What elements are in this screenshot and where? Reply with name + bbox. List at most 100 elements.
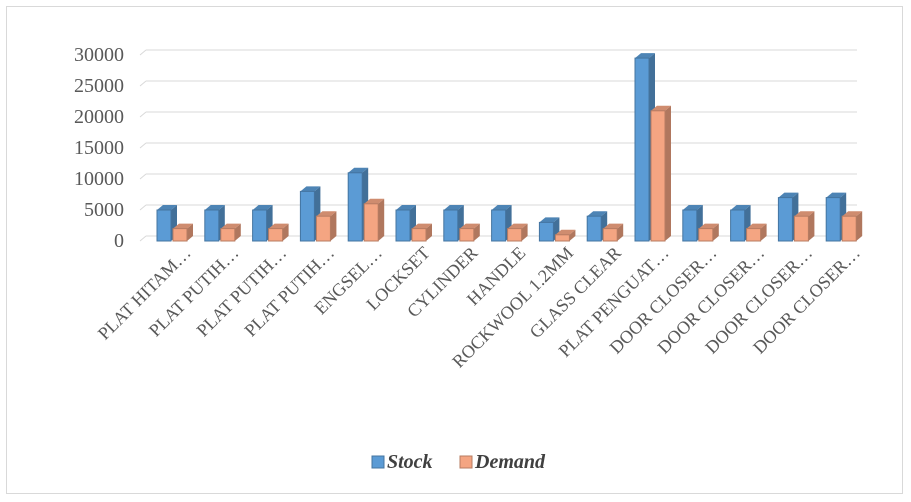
bar-top [730,205,751,210]
bar-front [698,228,714,242]
bar-top [491,205,512,210]
bar-demand [411,223,432,242]
bar-side [712,223,719,241]
bar-side [617,223,624,241]
bar-side [665,105,671,241]
bar-demand [841,211,863,242]
bar-top [268,223,289,229]
y-tick-label: 5000 [84,199,124,221]
bar-front [443,209,459,242]
bar-top [316,211,337,217]
bar-top [396,205,416,210]
gridline-diag [139,111,147,118]
bar-front [299,190,315,242]
bar-front [363,203,379,242]
bar-front [347,172,363,242]
bar-front [634,57,650,242]
bar-demand [602,223,624,242]
legend: Stock Demand [371,451,546,473]
bar-top [157,205,177,210]
bar-front [411,228,427,242]
legend-swatch [459,455,473,469]
bar-top [459,223,480,229]
bar-front [507,228,523,242]
bar-front [746,228,762,242]
bar-demand [554,229,576,242]
bar-front [459,228,475,242]
bar-front [252,209,268,242]
gridline-diag [139,235,147,242]
bar-front [491,209,507,242]
legend-label: Stock [387,451,433,473]
bar-front [650,110,666,242]
bar-side [760,223,767,241]
bar-top [220,223,241,229]
y-tick-label: 10000 [74,168,124,190]
bar-front [220,228,236,242]
x-axis-ticks: PLAT HITAM…PLAT PUTIH…PLAT PUTIH…PLAT PU… [94,243,864,372]
bar-demand [220,223,241,242]
gridline-diag [139,80,147,87]
bar-front [586,215,602,242]
bar-side [234,223,241,241]
bar-side [282,223,289,241]
bar-front [682,209,698,242]
bar-front [730,209,746,242]
bar-demand [650,105,671,242]
bar-front [793,215,809,242]
bar-side [187,223,193,241]
bars [156,53,863,242]
bar-top [651,105,671,111]
bar-front [156,209,172,242]
bar-top [252,205,273,210]
legend-swatch [371,455,385,469]
bar-front [268,228,284,242]
bar-top [412,223,432,229]
bar-demand [172,223,193,242]
bar-top [778,192,799,198]
y-tick-label: 25000 [74,75,124,97]
bar-top [794,211,815,217]
bar-top [173,223,193,229]
bar-top [364,198,385,204]
bar-top [826,192,847,198]
bar-front [315,215,331,242]
bar-top [746,223,767,229]
bar-top [682,205,703,210]
bar-front [172,228,188,242]
bar-demand [746,223,767,242]
bar-side [569,229,576,241]
bar-demand [459,223,480,242]
y-tick-label: 30000 [74,44,124,66]
bar-side [330,211,337,241]
bar-top [842,211,863,217]
bar-top [555,229,576,235]
bar-front [204,209,220,242]
bar-front [395,209,411,242]
bar-front [777,197,793,242]
bar-top [587,211,608,217]
legend-label: Demand [474,451,546,473]
bar-front [538,221,554,242]
bar-top [300,186,321,192]
bar-demand [315,211,337,242]
y-tick-label: 15000 [74,137,124,159]
bar-demand [698,223,719,242]
bar-top [635,53,655,59]
bar-side [378,198,385,241]
bar-top [698,223,719,229]
bar-side [808,211,815,241]
bar-side [521,223,528,241]
bar-top [204,205,225,210]
bar-demand [268,223,289,242]
y-axis-ticks: 0 5000 10000 15000 20000 25000 30000 [74,44,124,252]
bar-top [507,223,528,229]
bar-top [348,167,369,173]
y-tick-label: 0 [114,230,124,252]
bar-top [443,205,464,210]
bar-demand [363,198,385,242]
bar-side [856,211,863,241]
bar-side [426,223,432,241]
gridline-diag [139,49,147,56]
